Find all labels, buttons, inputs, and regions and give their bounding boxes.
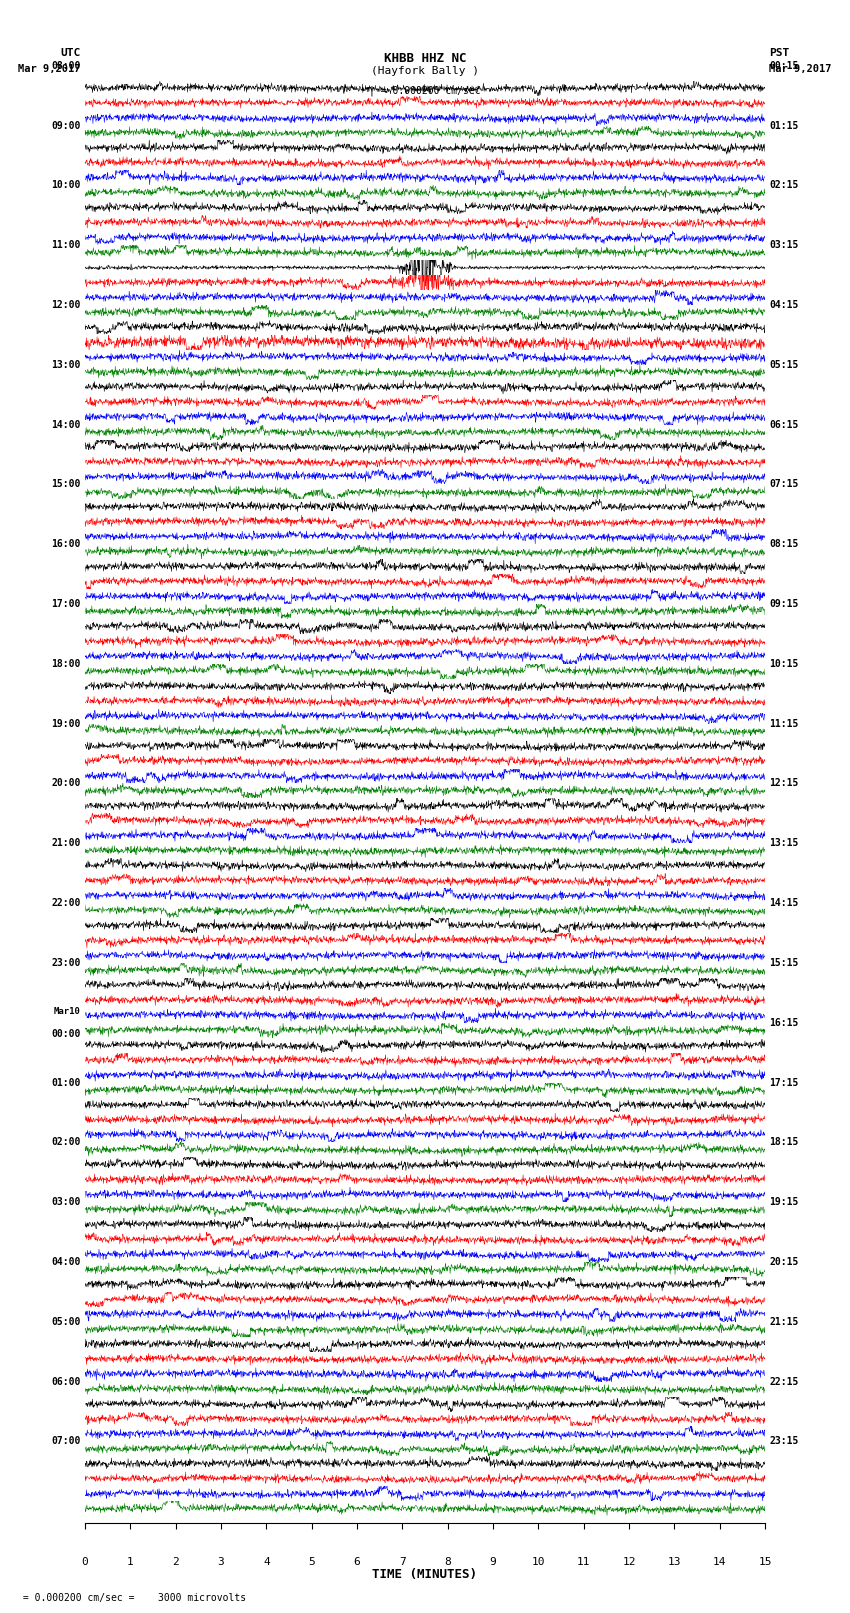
Text: 06:00: 06:00 xyxy=(51,1376,81,1387)
Text: 14:00: 14:00 xyxy=(51,419,81,429)
Text: 11:00: 11:00 xyxy=(51,240,81,250)
Text: 11:15: 11:15 xyxy=(769,719,799,729)
Text: 05:00: 05:00 xyxy=(51,1316,81,1327)
Text: 04:00: 04:00 xyxy=(51,1257,81,1266)
Text: 04:15: 04:15 xyxy=(769,300,799,310)
Text: UTC: UTC xyxy=(60,48,81,58)
Text: 08:15: 08:15 xyxy=(769,539,799,548)
Text: 10:15: 10:15 xyxy=(769,658,799,669)
Text: 16:15: 16:15 xyxy=(769,1018,799,1027)
Text: 03:00: 03:00 xyxy=(51,1197,81,1207)
Text: 07:00: 07:00 xyxy=(51,1437,81,1447)
Text: | = 0.000200 cm/sec: | = 0.000200 cm/sec xyxy=(369,85,481,97)
Text: 13:00: 13:00 xyxy=(51,360,81,369)
Text: 12:15: 12:15 xyxy=(769,779,799,789)
Text: 02:00: 02:00 xyxy=(51,1137,81,1147)
Text: = 0.000200 cm/sec =    3000 microvolts: = 0.000200 cm/sec = 3000 microvolts xyxy=(17,1594,246,1603)
Text: 01:00: 01:00 xyxy=(51,1077,81,1087)
Text: 20:15: 20:15 xyxy=(769,1257,799,1266)
Text: 18:00: 18:00 xyxy=(51,658,81,669)
Text: 10:00: 10:00 xyxy=(51,181,81,190)
Text: 22:00: 22:00 xyxy=(51,898,81,908)
Text: 22:15: 22:15 xyxy=(769,1376,799,1387)
Text: 21:15: 21:15 xyxy=(769,1316,799,1327)
Text: 21:00: 21:00 xyxy=(51,839,81,848)
Text: 00:15: 00:15 xyxy=(769,61,799,71)
Text: 17:15: 17:15 xyxy=(769,1077,799,1087)
Text: 00:00: 00:00 xyxy=(51,1029,81,1039)
Text: (Hayfork Bally ): (Hayfork Bally ) xyxy=(371,66,479,76)
Text: 02:15: 02:15 xyxy=(769,181,799,190)
Text: 03:15: 03:15 xyxy=(769,240,799,250)
Text: 09:00: 09:00 xyxy=(51,121,81,131)
Text: 15:00: 15:00 xyxy=(51,479,81,489)
Text: 08:00: 08:00 xyxy=(51,61,81,71)
Text: 17:00: 17:00 xyxy=(51,598,81,610)
Text: 14:15: 14:15 xyxy=(769,898,799,908)
Text: 20:00: 20:00 xyxy=(51,779,81,789)
Text: 15:15: 15:15 xyxy=(769,958,799,968)
Text: 23:15: 23:15 xyxy=(769,1437,799,1447)
Text: PST: PST xyxy=(769,48,790,58)
Text: 19:00: 19:00 xyxy=(51,719,81,729)
Text: 13:15: 13:15 xyxy=(769,839,799,848)
Text: Mar 9,2017: Mar 9,2017 xyxy=(18,65,81,74)
Text: 09:15: 09:15 xyxy=(769,598,799,610)
Text: 18:15: 18:15 xyxy=(769,1137,799,1147)
Text: Mar 9,2017: Mar 9,2017 xyxy=(769,65,832,74)
Text: 07:15: 07:15 xyxy=(769,479,799,489)
Text: 16:00: 16:00 xyxy=(51,539,81,548)
Text: 12:00: 12:00 xyxy=(51,300,81,310)
Text: TIME (MINUTES): TIME (MINUTES) xyxy=(372,1568,478,1581)
Text: KHBB HHZ NC: KHBB HHZ NC xyxy=(383,52,467,65)
Text: 23:00: 23:00 xyxy=(51,958,81,968)
Text: 19:15: 19:15 xyxy=(769,1197,799,1207)
Text: 05:15: 05:15 xyxy=(769,360,799,369)
Text: 06:15: 06:15 xyxy=(769,419,799,429)
Text: 01:15: 01:15 xyxy=(769,121,799,131)
Text: Mar10: Mar10 xyxy=(54,1007,81,1016)
